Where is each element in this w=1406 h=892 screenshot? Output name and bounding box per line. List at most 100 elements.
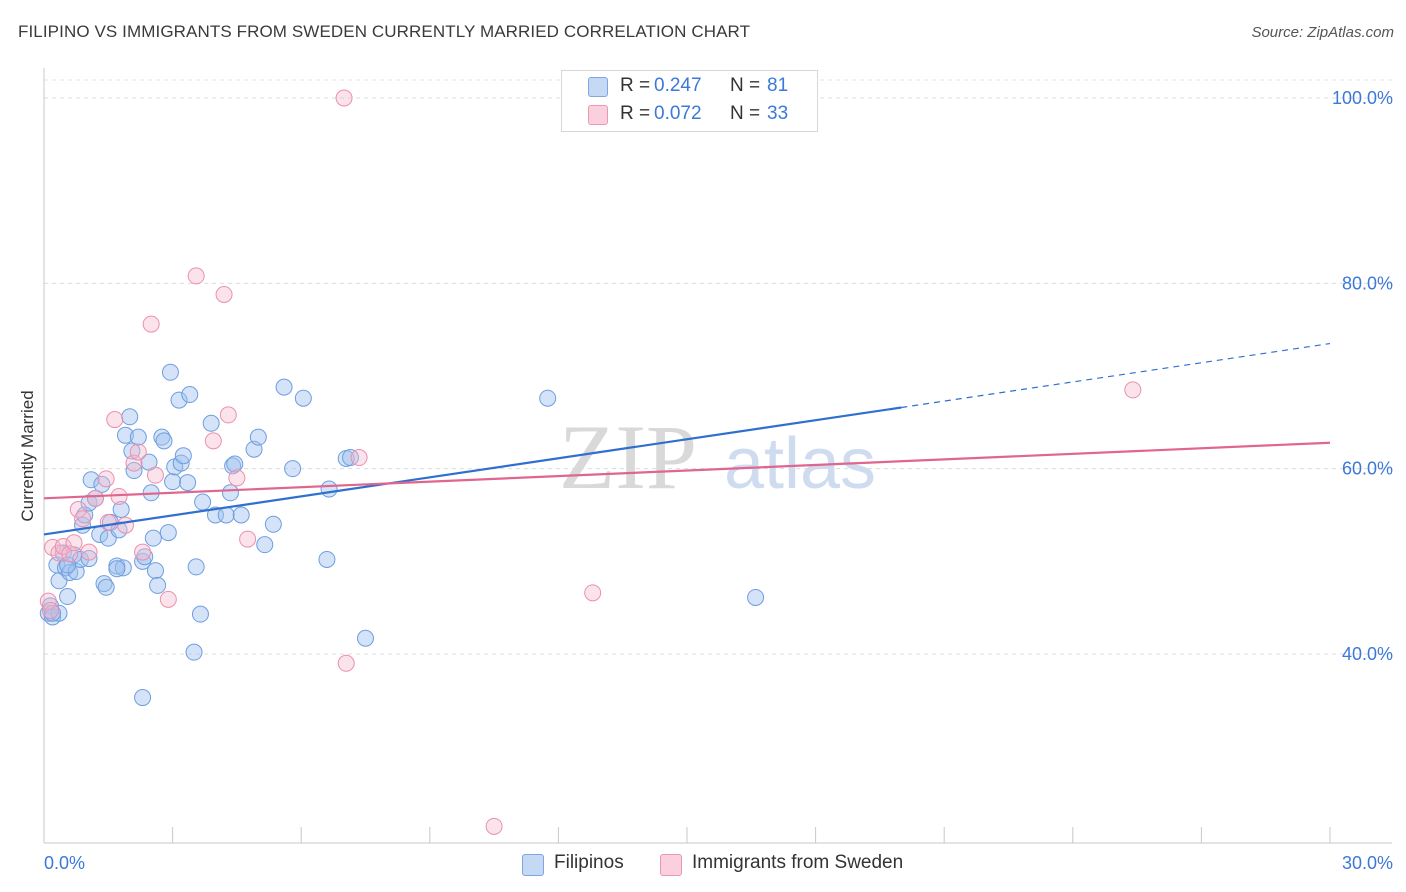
- sweden-point: [97, 470, 115, 488]
- filipino-point: [179, 474, 197, 492]
- filipino-point: [221, 484, 239, 502]
- tick-labels: 40.0% 60.0% 80.0% 100.0% 0.0% 30.0%: [44, 88, 1393, 873]
- legend-n-label: N =: [730, 75, 761, 96]
- filipino-point: [256, 536, 274, 554]
- filipino-point: [232, 506, 250, 524]
- sweden-point: [80, 543, 98, 561]
- y-tick-label: 80.0%: [1342, 273, 1393, 293]
- filipino-point: [59, 588, 77, 606]
- filipino-point: [275, 378, 293, 396]
- filipino-point: [170, 391, 188, 409]
- filipino-point: [264, 515, 282, 533]
- legend-r-label: R =: [620, 75, 651, 96]
- filipino-trend-extension: [901, 342, 1331, 409]
- y-tick-label: 60.0%: [1342, 459, 1393, 479]
- sweden-point: [86, 489, 104, 507]
- sweden-point: [65, 534, 83, 552]
- y-tick-label: 40.0%: [1342, 644, 1393, 664]
- filipino-point: [202, 414, 220, 432]
- sweden-point: [485, 817, 503, 835]
- filipino-point: [341, 449, 359, 467]
- sweden-point: [41, 601, 59, 619]
- legend-swatch-sweden: [588, 105, 608, 125]
- sweden-point: [219, 406, 237, 424]
- y-tick-label: 100.0%: [1332, 88, 1393, 108]
- filipino-trend-line: [43, 406, 902, 536]
- filipino-point: [97, 578, 115, 596]
- filipino-point: [121, 408, 139, 426]
- filipino-point: [294, 389, 312, 407]
- sweden-point: [74, 510, 92, 528]
- sweden-point: [187, 267, 205, 285]
- filipino-point: [181, 386, 199, 404]
- filipino-point: [284, 460, 302, 478]
- filipino-point: [149, 576, 167, 594]
- filipino-point: [226, 455, 244, 473]
- sweden-point: [69, 500, 87, 518]
- sweden-point: [146, 466, 164, 484]
- filipino-point: [320, 480, 338, 498]
- filipino-point: [59, 556, 77, 574]
- x-tick-label: 30.0%: [1342, 853, 1393, 873]
- data-points: [39, 89, 1142, 835]
- sweden-point: [215, 285, 233, 303]
- bottom-legend-swatch-filipinos: [522, 854, 544, 876]
- gridlines: [44, 79, 1392, 655]
- sweden-point: [116, 516, 134, 534]
- sweden-point: [584, 584, 602, 602]
- filipino-point: [114, 559, 132, 577]
- filipino-point: [129, 428, 147, 446]
- legend-n-label: N =: [730, 103, 761, 124]
- filipino-point: [187, 558, 205, 576]
- filipino-point: [136, 548, 154, 566]
- x-tick-label: 0.0%: [44, 853, 85, 873]
- legend-n-value: 33: [767, 103, 789, 124]
- trend-lines: [43, 342, 1331, 536]
- filipino-point: [174, 447, 192, 465]
- bottom-legend-swatch-sweden: [660, 854, 682, 876]
- filipino-point: [155, 432, 173, 450]
- sweden-point: [129, 443, 147, 461]
- filipino-point: [80, 550, 98, 568]
- legend-r-value: 0.072: [654, 103, 702, 124]
- bottom-legend-label: Immigrants from Sweden: [692, 852, 904, 873]
- source-credit: Source: ZipAtlas.com: [1251, 24, 1394, 41]
- filipino-point: [747, 588, 765, 606]
- sweden-point: [337, 654, 355, 672]
- filipino-point: [357, 629, 374, 647]
- filipino-point: [108, 560, 126, 578]
- legend-r-label: R =: [620, 103, 651, 124]
- legend-row-sweden: R = 0.072 N = 33: [562, 101, 817, 127]
- filipino-point: [134, 552, 152, 570]
- filipino-point: [194, 493, 212, 511]
- sweden-point: [125, 454, 143, 472]
- bottom-legend-label: Filipinos: [554, 852, 624, 873]
- filipino-point: [112, 500, 130, 518]
- sweden-point: [228, 469, 246, 487]
- filipino-point: [159, 524, 177, 542]
- legend-r-value: 0.247: [654, 75, 702, 96]
- filipino-point: [249, 428, 267, 446]
- filipino-point: [144, 529, 162, 547]
- filipino-point: [71, 550, 89, 568]
- sweden-point: [134, 543, 152, 561]
- filipino-point: [146, 562, 164, 580]
- sweden-point: [99, 513, 117, 531]
- legend-n-value: 81: [767, 75, 789, 96]
- sweden-point: [239, 530, 257, 548]
- filipino-point: [164, 473, 182, 491]
- watermark-zip: ZIP: [559, 406, 697, 508]
- filipino-point: [134, 689, 152, 707]
- filipino-point: [539, 389, 557, 407]
- sweden-point: [335, 89, 353, 107]
- sweden-point: [110, 487, 128, 505]
- sweden-point: [159, 590, 177, 608]
- filipino-point: [125, 462, 143, 480]
- legend-swatch-filipinos: [588, 77, 608, 97]
- filipino-point: [161, 363, 179, 381]
- axes: [43, 68, 1392, 844]
- sweden-point: [142, 315, 160, 333]
- sweden-point: [204, 432, 222, 450]
- sweden-point: [350, 449, 368, 467]
- filipino-point: [191, 605, 209, 623]
